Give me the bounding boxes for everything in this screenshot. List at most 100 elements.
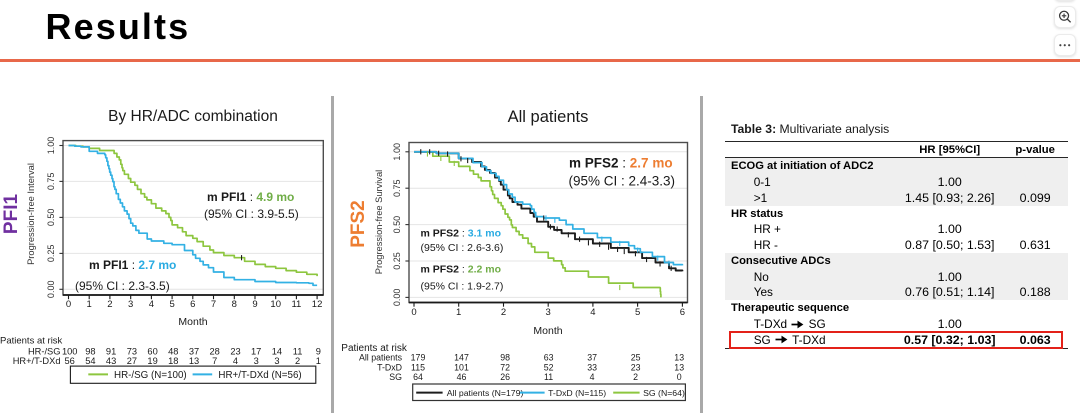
svg-text:46: 46: [457, 372, 467, 382]
svg-text:4: 4: [149, 299, 154, 310]
svg-text:23: 23: [230, 346, 240, 356]
svg-text:26: 26: [500, 372, 510, 382]
svg-text:6: 6: [190, 299, 195, 310]
svg-text:2: 2: [633, 372, 638, 382]
svg-text:2: 2: [501, 307, 506, 318]
svg-text:(95% CI : 2.6-3.6): (95% CI : 2.6-3.6): [421, 242, 504, 254]
svg-text:PFS2: PFS2: [348, 200, 369, 248]
svg-text:0.00: 0.00: [46, 281, 56, 299]
svg-text:HR+/T-DXd (N=56): HR+/T-DXd (N=56): [218, 370, 301, 381]
svg-text:0.75: 0.75: [392, 179, 402, 197]
svg-text:(95% CI : 2.3-3.5): (95% CI : 2.3-3.5): [75, 279, 170, 293]
svg-text:m PFS2 : 3.1 mo: m PFS2 : 3.1 mo: [421, 228, 502, 240]
svg-text:7: 7: [211, 299, 216, 310]
svg-text:(95% CI : 2.4-3.3): (95% CI : 2.4-3.3): [569, 174, 676, 189]
svg-text:Month: Month: [533, 325, 562, 337]
svg-text:m PFI1 : 2.7 mo: m PFI1 : 2.7 mo: [89, 258, 176, 272]
svg-text:4: 4: [590, 307, 595, 318]
svg-text:91: 91: [106, 346, 116, 356]
svg-text:11: 11: [293, 346, 303, 356]
svg-text:PFI1: PFI1: [1, 194, 22, 235]
svg-text:19: 19: [147, 356, 157, 366]
svg-text:HR-/SG: HR-/SG: [28, 346, 61, 356]
svg-text:All patients: All patients: [359, 353, 403, 363]
svg-text:1: 1: [87, 299, 92, 310]
svg-text:SG (N=64): SG (N=64): [643, 388, 685, 398]
svg-text:10: 10: [270, 299, 281, 310]
svg-text:HR+/T-DXd: HR+/T-DXd: [13, 356, 61, 366]
svg-text:0: 0: [677, 372, 682, 382]
svg-text:9: 9: [252, 299, 257, 310]
svg-text:6: 6: [680, 307, 685, 318]
svg-text:3: 3: [546, 307, 551, 318]
svg-text:73: 73: [127, 346, 137, 356]
svg-text:0.25: 0.25: [46, 245, 56, 263]
svg-text:By HR/ADC combination: By HR/ADC combination: [108, 108, 278, 125]
svg-text:0.25: 0.25: [392, 252, 402, 270]
svg-text:72: 72: [500, 362, 510, 372]
svg-text:Patients at risk: Patients at risk: [341, 343, 408, 354]
svg-text:m PFS2 : 2.7 mo: m PFS2 : 2.7 mo: [569, 156, 673, 171]
svg-text:14: 14: [272, 346, 282, 356]
svg-text:64: 64: [413, 372, 423, 382]
svg-text:18: 18: [168, 356, 178, 366]
svg-text:54: 54: [85, 356, 95, 366]
svg-text:12: 12: [312, 299, 323, 310]
svg-text:33: 33: [587, 362, 597, 372]
svg-text:101: 101: [454, 362, 469, 372]
svg-text:11: 11: [544, 372, 553, 382]
svg-text:0.50: 0.50: [392, 216, 402, 234]
svg-text:0: 0: [411, 307, 416, 318]
svg-text:13: 13: [674, 353, 684, 363]
svg-text:3: 3: [274, 356, 279, 366]
svg-text:m PFI1 : 4.9 mo: m PFI1 : 4.9 mo: [207, 190, 294, 204]
svg-text:(95% CI : 3.9-5.5): (95% CI : 3.9-5.5): [204, 207, 299, 221]
svg-text:9: 9: [316, 346, 321, 356]
svg-text:4: 4: [590, 372, 595, 382]
svg-text:(95% CI : 1.9-2.7): (95% CI : 1.9-2.7): [421, 281, 504, 293]
svg-text:T-DxD (N=115): T-DxD (N=115): [548, 388, 606, 398]
svg-text:0.50: 0.50: [46, 209, 56, 227]
svg-text:1: 1: [316, 356, 321, 366]
svg-text:5: 5: [635, 307, 640, 318]
svg-text:179: 179: [411, 353, 426, 363]
svg-text:m PFS2 : 2.2 mo: m PFS2 : 2.2 mo: [421, 263, 502, 275]
svg-text:2: 2: [107, 299, 112, 310]
svg-text:98: 98: [500, 353, 510, 363]
svg-text:0.00: 0.00: [392, 289, 402, 307]
svg-text:3: 3: [254, 356, 259, 366]
svg-text:4: 4: [233, 356, 238, 366]
svg-text:7: 7: [212, 356, 217, 366]
svg-text:HR-/SG (N=100): HR-/SG (N=100): [114, 370, 187, 381]
svg-text:43: 43: [106, 356, 116, 366]
svg-text:Month: Month: [178, 316, 207, 328]
svg-text:0.75: 0.75: [46, 173, 56, 191]
svg-text:All patients: All patients: [508, 108, 589, 126]
svg-text:1.00: 1.00: [392, 143, 402, 161]
svg-text:37: 37: [587, 353, 597, 363]
svg-text:23: 23: [631, 362, 641, 372]
svg-text:100: 100: [62, 346, 78, 356]
svg-text:25: 25: [631, 353, 641, 363]
svg-text:8: 8: [232, 299, 237, 310]
svg-text:1: 1: [456, 307, 461, 318]
svg-text:28: 28: [210, 346, 220, 356]
svg-text:17: 17: [251, 346, 261, 356]
svg-text:2: 2: [295, 356, 300, 366]
svg-text:48: 48: [168, 346, 178, 356]
svg-text:37: 37: [189, 346, 199, 356]
svg-text:11: 11: [291, 299, 301, 310]
svg-text:115: 115: [411, 362, 425, 372]
svg-text:27: 27: [127, 356, 137, 366]
svg-text:52: 52: [544, 362, 554, 372]
svg-text:1.00: 1.00: [46, 137, 56, 155]
svg-text:Patients at risk: Patients at risk: [0, 336, 63, 347]
svg-text:13: 13: [674, 362, 684, 372]
svg-text:147: 147: [454, 353, 469, 363]
svg-text:Progression-free Survival: Progression-free Survival: [374, 170, 384, 274]
svg-text:0: 0: [66, 299, 71, 310]
svg-text:5: 5: [169, 299, 174, 310]
svg-text:3: 3: [128, 299, 133, 310]
svg-text:T-DxD: T-DxD: [377, 362, 402, 372]
svg-text:60: 60: [147, 346, 157, 356]
